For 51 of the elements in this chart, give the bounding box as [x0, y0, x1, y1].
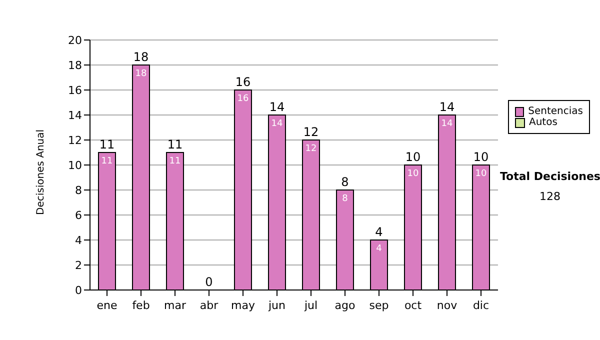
data-label: 14 [271, 119, 283, 129]
total-label: 16 [235, 75, 251, 89]
data-label: 18 [135, 69, 147, 79]
total-label: 12 [303, 125, 319, 139]
legend-label: Sentencias [528, 106, 583, 117]
x-tick-label: jul [303, 299, 318, 312]
legend-label: Autos [529, 117, 558, 128]
y-tick-label: 14 [68, 108, 82, 122]
total-label: 10 [405, 150, 421, 164]
y-tick-label: 20 [68, 34, 82, 47]
data-label: 11 [101, 156, 113, 166]
y-tick-label: 0 [75, 284, 82, 297]
data-label: 16 [237, 94, 249, 104]
text: 128 [538, 190, 562, 203]
x-tick-label: mar [164, 299, 186, 312]
y-tick-label: 4 [75, 234, 82, 247]
x-tick-label: ene [96, 299, 118, 312]
data-label: 14 [441, 119, 453, 129]
total-label: 8 [341, 175, 349, 189]
y-tick-label: 6 [75, 208, 82, 222]
total-label: 11 [99, 138, 115, 152]
y-tick-label: 16 [68, 84, 82, 97]
data-label: 12 [305, 144, 317, 154]
total-label: 14 [269, 100, 285, 114]
y-tick-label: 12 [68, 134, 82, 147]
y-tick-label: 18 [68, 58, 82, 72]
x-tick-label: dic [472, 299, 490, 312]
y-axis-title: Decisiones Anual [36, 129, 47, 215]
data-label: 10 [407, 169, 419, 179]
x-tick-label: oct [404, 299, 422, 312]
total-label: 11 [167, 138, 183, 152]
total-label: 14 [439, 100, 455, 114]
x-tick-label: jun [268, 299, 286, 312]
x-tick-label: nov [436, 299, 458, 312]
total-label: 0 [205, 275, 213, 289]
data-label: 11 [169, 156, 181, 166]
total-label: 10 [473, 150, 489, 164]
total-label: 4 [375, 225, 383, 239]
x-tick-label: abr [200, 299, 219, 312]
y-tick-label: 8 [75, 184, 82, 197]
data-label: 8 [342, 194, 348, 204]
x-tick-label: sep [369, 299, 389, 312]
text: Total Decisiones [500, 170, 600, 183]
x-tick-label: may [231, 299, 256, 312]
x-tick-label: ago [334, 299, 356, 312]
y-tick-label: 10 [68, 158, 82, 172]
data-label: 4 [376, 244, 382, 254]
total-label: 18 [133, 50, 149, 64]
data-label: 10 [475, 169, 487, 179]
x-tick-label: feb [132, 299, 150, 312]
y-tick-label: 2 [75, 258, 82, 272]
